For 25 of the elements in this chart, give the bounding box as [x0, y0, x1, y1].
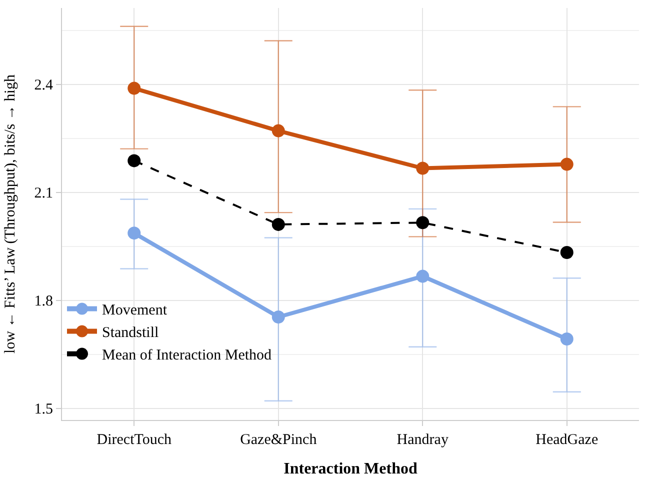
point: [560, 246, 574, 260]
point: [416, 162, 430, 175]
point: [416, 270, 430, 283]
y-tick-label: 2.4: [34, 78, 54, 94]
point: [128, 226, 141, 240]
legend-label: Standstill: [102, 325, 159, 342]
y-axis-title: low ← Fitts’ Law (Throughput), bits/s → high: [2, 74, 18, 354]
x-tick-label: Gaze&Pinch: [240, 432, 318, 448]
legend-label: Mean of Interaction Method: [102, 348, 272, 364]
y-tick-label: 2.1: [34, 186, 53, 202]
x-tick-label: DirectTouch: [96, 432, 172, 448]
point: [272, 310, 285, 324]
point: [128, 82, 141, 95]
y-tick-label: 1.8: [34, 294, 53, 310]
legend-label: Movement: [102, 302, 168, 319]
point: [560, 158, 574, 171]
x-tick-label: Handray: [396, 432, 449, 448]
point: [416, 216, 430, 230]
point: [560, 332, 574, 346]
point: [272, 218, 285, 231]
point: [128, 154, 141, 168]
x-tick-label: HeadGaze: [536, 432, 598, 448]
point: [272, 124, 285, 138]
x-axis-title: Interaction Method: [284, 460, 418, 478]
y-tick-label: 1.5: [34, 402, 53, 418]
